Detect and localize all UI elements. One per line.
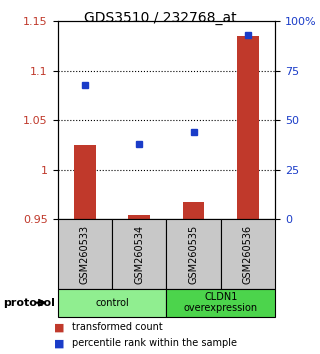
Bar [237,36,259,219]
Text: CLDN1
overexpression: CLDN1 overexpression [184,292,258,314]
Bar [128,215,150,219]
Text: GDS3510 / 232768_at: GDS3510 / 232768_at [84,11,236,25]
Bar [74,145,96,219]
Text: GSM260534: GSM260534 [134,224,144,284]
Text: protocol: protocol [3,298,55,308]
Text: ■: ■ [54,322,65,332]
Text: ■: ■ [54,338,65,348]
Text: control: control [95,298,129,308]
Text: percentile rank within the sample: percentile rank within the sample [72,338,237,348]
Text: GSM260533: GSM260533 [80,224,90,284]
Text: GSM260536: GSM260536 [243,224,253,284]
Text: GSM260535: GSM260535 [188,224,199,284]
Bar [183,202,204,219]
Text: transformed count: transformed count [72,322,163,332]
